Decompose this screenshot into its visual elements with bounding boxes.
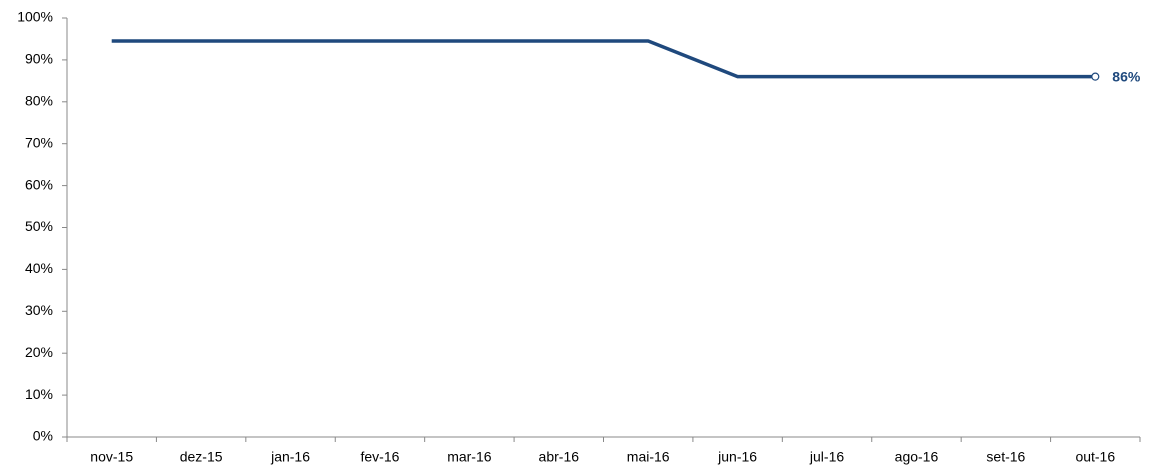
x-tick-label: dez-15 <box>180 449 223 465</box>
y-tick-label: 20% <box>25 344 53 360</box>
y-tick-label: 70% <box>25 134 53 150</box>
x-tick-label: fev-16 <box>360 449 399 465</box>
y-tick-label: 90% <box>25 51 53 67</box>
x-tick-label: mar-16 <box>447 449 492 465</box>
point-marker <box>1091 72 1100 81</box>
data-label: 86% <box>1112 68 1141 84</box>
y-tick-label: 0% <box>33 428 53 444</box>
x-tick-label: mai-16 <box>627 449 670 465</box>
y-tick-label: 100% <box>17 9 53 25</box>
y-tick-label: 50% <box>25 218 53 234</box>
y-tick-label: 10% <box>25 386 53 402</box>
x-tick-label: jun-16 <box>717 449 757 465</box>
x-tick-label: jan-16 <box>270 449 310 465</box>
x-tick-label: out-16 <box>1075 449 1115 465</box>
x-tick-label: set-16 <box>986 449 1025 465</box>
y-tick-label: 80% <box>25 93 53 109</box>
x-tick-label: abr-16 <box>539 449 580 465</box>
y-tick-label: 30% <box>25 302 53 318</box>
x-tick-label: jul-16 <box>809 449 844 465</box>
x-tick-label: nov-15 <box>90 449 133 465</box>
y-tick-label: 60% <box>25 176 53 192</box>
x-tick-label: ago-16 <box>895 449 939 465</box>
series-line <box>111 39 1096 79</box>
y-tick-label: 40% <box>25 260 53 276</box>
